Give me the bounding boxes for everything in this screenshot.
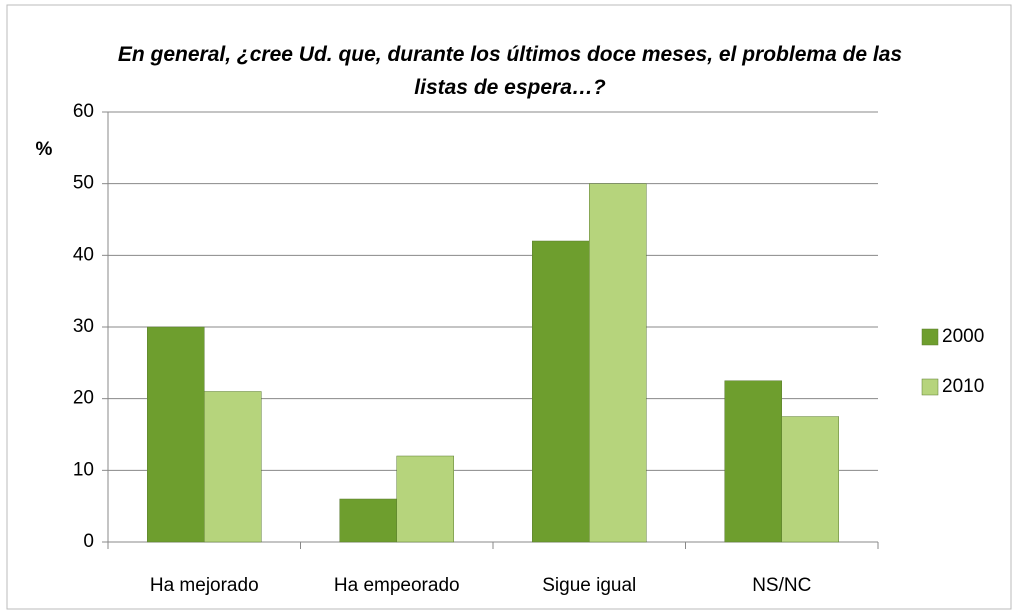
bar bbox=[532, 240, 590, 543]
x-tick-label: NS/NC bbox=[752, 575, 811, 596]
legend-label: 2010 bbox=[942, 376, 984, 397]
legend-swatch bbox=[921, 378, 939, 396]
y-tick-label: 10 bbox=[73, 459, 94, 480]
bar bbox=[147, 326, 205, 543]
x-tick-label: Ha mejorado bbox=[150, 575, 259, 596]
x-tick-label: Sigue igual bbox=[542, 575, 636, 596]
x-tick-label: Ha empeorado bbox=[334, 575, 460, 596]
bar bbox=[396, 455, 454, 543]
y-axis-label: % bbox=[36, 139, 53, 160]
y-tick-label: 40 bbox=[73, 244, 94, 265]
y-tick-label: 0 bbox=[83, 531, 94, 552]
legend-label: 2000 bbox=[942, 326, 984, 347]
y-tick-label: 50 bbox=[73, 173, 94, 194]
bar bbox=[204, 391, 262, 543]
bar bbox=[724, 380, 782, 543]
chart-title: En general, ¿cree Ud. que, durante los ú… bbox=[117, 43, 903, 99]
bar bbox=[781, 416, 839, 543]
bar bbox=[589, 183, 647, 543]
legend-swatch bbox=[921, 328, 939, 346]
y-tick-label: 20 bbox=[73, 388, 94, 409]
bar bbox=[339, 498, 397, 543]
y-tick-label: 30 bbox=[73, 316, 94, 337]
y-tick-label: 60 bbox=[73, 101, 94, 122]
